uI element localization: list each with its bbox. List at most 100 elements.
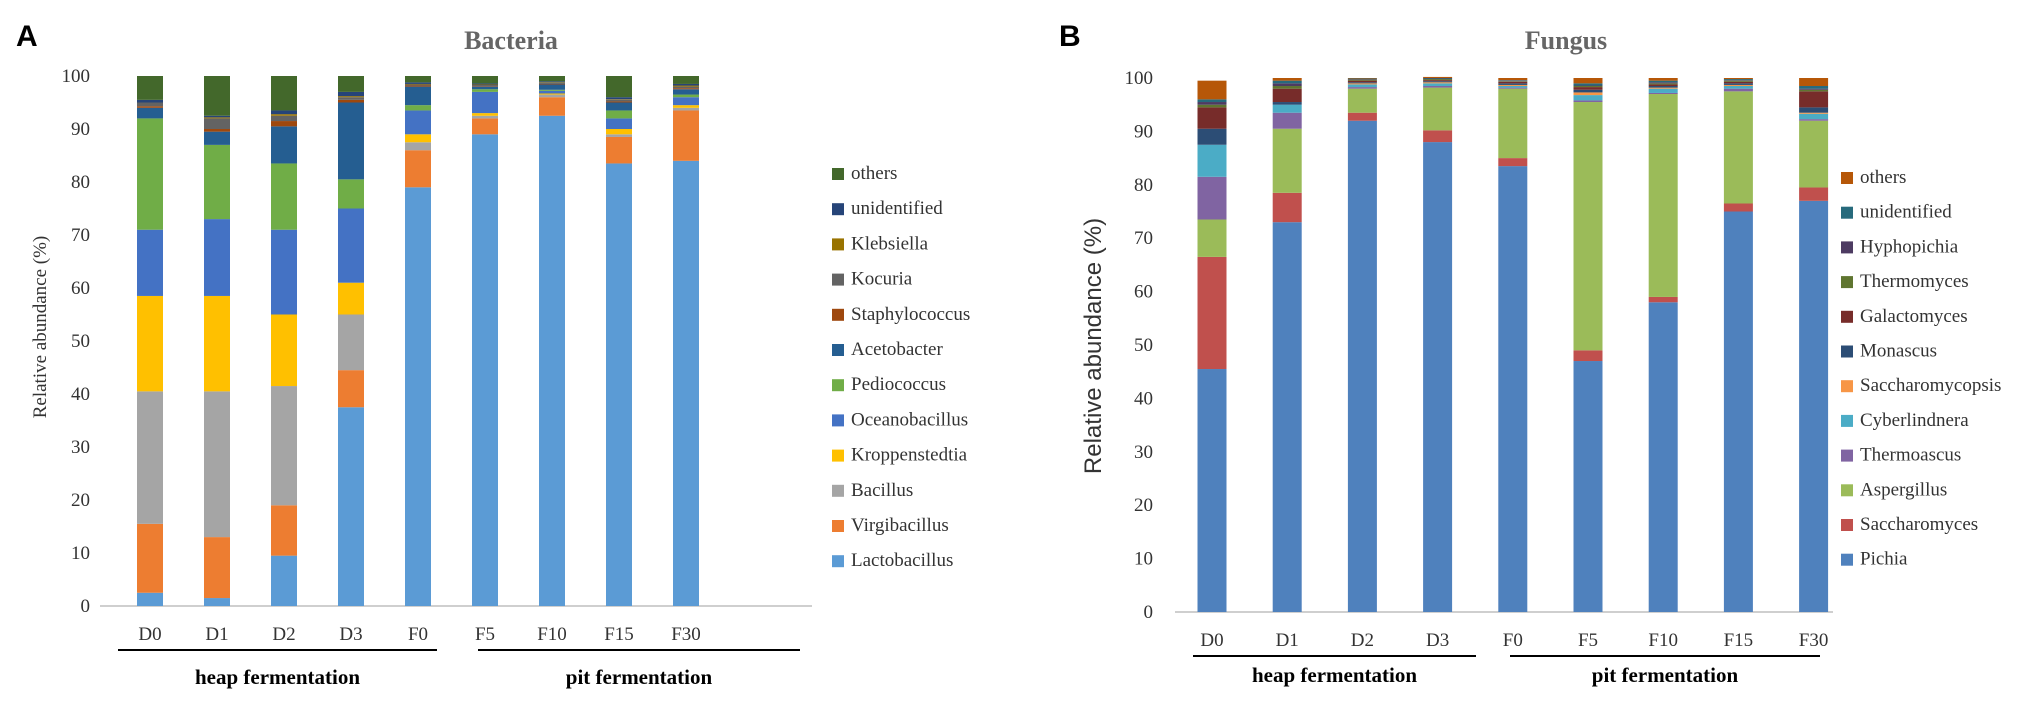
y-tick-label: 60 (1134, 282, 1153, 303)
bar-segment-saccharomycopsis-f10 (1648, 87, 1678, 89)
bar-segment-oceanobacillus-f15 (606, 118, 632, 129)
bar-segment-kroppenstedtia-f10 (539, 93, 565, 95)
bar-segment-pediococcus-d2 (271, 163, 297, 230)
bar-segment-staphylococcus-d3 (338, 99, 364, 103)
bar-segment-unidentified-d3 (338, 91, 364, 97)
bar-segment-thermoascus-d0 (1197, 176, 1227, 220)
bar-segment-aspergillus-f10 (1648, 94, 1678, 297)
legend-label-pichia: Pichia (1860, 549, 1908, 570)
x-tick-label-f30: F30 (671, 624, 701, 645)
bar-segment-monascus-f5 (1573, 89, 1603, 93)
bar-segment-lactobacillus-d2 (271, 555, 297, 606)
legend-label-aspergillus: Aspergillus (1860, 479, 1947, 500)
bar-segment-unidentified-f30 (1799, 86, 1829, 89)
bar-segment-cyberlindnera-d3 (1423, 83, 1453, 87)
bar-segment-saccharomyces-d3 (1423, 130, 1453, 143)
bar-segment-cyberlindnera-f30 (1799, 113, 1829, 120)
bar-segment-thermoascus-f5 (1573, 100, 1603, 103)
legend-label-thermomyces: Thermomyces (1860, 271, 1969, 292)
x-tick-label-f15: F15 (604, 624, 634, 645)
x-tick-label-d0: D0 (1200, 630, 1223, 651)
legend-swatch-others (832, 168, 844, 180)
legend-label-oceanobacillus: Oceanobacillus (851, 409, 968, 430)
bar-segment-aspergillus-d0 (1197, 219, 1227, 257)
bar-segment-oceanobacillus-d0 (137, 229, 163, 296)
y-tick-label: 30 (1134, 442, 1153, 463)
bar-segment-saccharomyces-f15 (1723, 203, 1753, 212)
bar-segment-kroppenstedtia-d2 (271, 314, 297, 387)
legend-label-others: others (1860, 167, 1906, 188)
bar-segment-hyphopichia-f10 (1648, 82, 1678, 84)
bar-segment-bacillus-f5 (472, 115, 498, 119)
bar-segment-others-f30 (673, 76, 699, 84)
bar-segment-virgibacillus-f5 (472, 118, 498, 135)
bar-segment-klebsiella-d3 (338, 96, 364, 98)
bar-segment-lactobacillus-f0 (405, 187, 431, 607)
x-tick-label-f10: F10 (1648, 630, 1678, 651)
bar-segment-others-d1 (204, 76, 230, 116)
bar-segment-bacillus-f30 (673, 107, 699, 111)
bar-segment-unidentified-f0 (1498, 80, 1528, 81)
bar-segment-aspergillus-f0 (1498, 88, 1528, 159)
bar-segment-hyphopichia-d2 (1347, 79, 1377, 80)
bar-segment-hyphopichia-f15 (1723, 80, 1753, 81)
bar-segment-cyberlindnera-f0 (1498, 86, 1528, 88)
y-tick-label: 90 (1134, 121, 1153, 142)
group-label-pit-fermentation: pit fermentation (1592, 663, 1739, 687)
legend-label-saccharomyces: Saccharomyces (1860, 514, 1978, 535)
y-tick-label: 30 (71, 437, 90, 458)
x-tick-label-f15: F15 (1724, 630, 1754, 651)
y-tick-label: 80 (71, 172, 90, 193)
bar-segment-thermomyces-f5 (1573, 86, 1603, 88)
bar-segment-acetobacter-d1 (204, 131, 230, 145)
bar-segment-thermoascus-f10 (1648, 92, 1678, 95)
bar-segment-galactomyces-d2 (1347, 80, 1377, 83)
bar-segment-lactobacillus-f30 (673, 160, 699, 607)
legend-swatch-kocuria (832, 273, 844, 286)
bar-segment-bacillus-f10 (539, 94, 565, 98)
bar-segment-unidentified-d0 (137, 99, 163, 103)
y-tick-label: 100 (62, 66, 91, 87)
bar-segment-oceanobacillus-d2 (271, 229, 297, 315)
chart-title-fungus: Fungus (1525, 26, 1607, 55)
legend-label-acetobacter: Acetobacter (851, 339, 943, 360)
bar-segment-oceanobacillus-d3 (338, 208, 364, 283)
bar-segment-unidentified-f15 (606, 97, 632, 100)
bar-segment-bacillus-d2 (271, 386, 297, 506)
panel-letter-b: B (1059, 20, 1081, 53)
plot-area-bacteria: 0 10 20 30 40 50 60 70 80 90 100 D0 D1 D2 D3 F0 F5 F10 F15… (62, 66, 812, 645)
bar-segment-saccharomyces-f30 (1799, 187, 1829, 201)
legend-swatch-thermoascus (1841, 449, 1853, 462)
legend-swatch-virgibacillus (832, 520, 844, 532)
legend-swatch-aspergillus (1841, 484, 1853, 497)
bar-segment-saccharomycopsis-d2 (1347, 83, 1377, 85)
bar-segment-lactobacillus-d1 (204, 598, 230, 606)
bar-segment-thermomyces-f15 (1723, 80, 1753, 82)
bar-segment-monascus-f10 (1648, 86, 1678, 88)
bar-segment-thermoascus-f0 (1498, 87, 1528, 89)
x-tick-label-f10: F10 (537, 624, 567, 645)
bar-segment-others-f10 (539, 76, 565, 82)
bar-segment-klebsiella-f5 (472, 84, 498, 86)
bar-segment-kroppenstedtia-d1 (204, 295, 230, 392)
bar-segment-virgibacillus-f30 (673, 110, 699, 161)
bar-segment-thermomyces-d3 (1423, 79, 1453, 81)
bar-segment-aspergillus-d2 (1347, 88, 1377, 113)
bar-segment-thermoascus-d1 (1272, 112, 1302, 129)
bar-segment-acetobacter-f15 (606, 102, 632, 111)
bar-segment-pichia-f5 (1573, 361, 1603, 612)
legend-swatch-staphylococcus (832, 308, 844, 321)
y-tick-label: 20 (71, 490, 90, 511)
bar-segment-aspergillus-d3 (1423, 87, 1453, 131)
bar-segment-pichia-d2 (1347, 120, 1377, 612)
bar-segment-kocuria-d2 (271, 115, 297, 122)
bar-segment-thermoascus-d3 (1423, 86, 1453, 88)
y-tick-label: 100 (1125, 68, 1154, 89)
bar-segment-aspergillus-f30 (1799, 120, 1829, 188)
y-tick-label: 10 (71, 543, 90, 564)
bar-segment-monascus-d2 (1347, 82, 1377, 84)
legend-swatch-saccharomyces (1841, 519, 1853, 531)
bar-segment-others-f10 (1648, 78, 1678, 81)
bar-segment-pediococcus-f5 (472, 89, 498, 92)
bar-segment-saccharomycopsis-f30 (1799, 112, 1829, 114)
